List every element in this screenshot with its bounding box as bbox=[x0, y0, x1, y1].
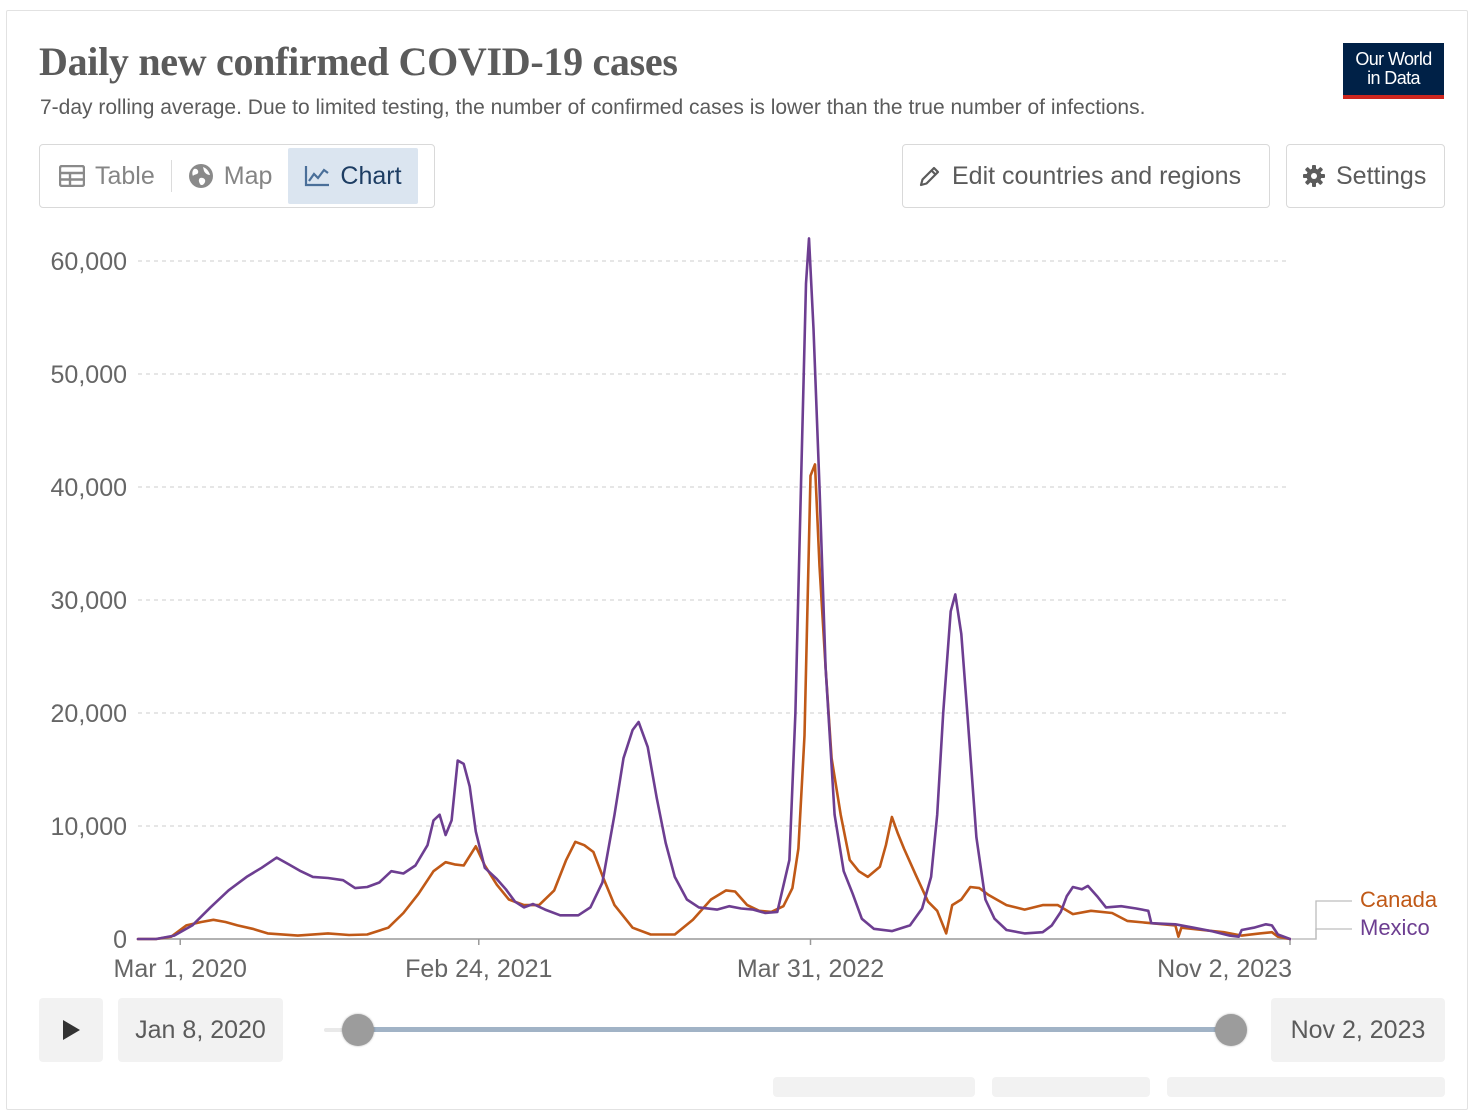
tab-chart-label: Chart bbox=[340, 161, 402, 190]
line-chart-icon bbox=[305, 166, 330, 187]
tab-table-label: Table bbox=[95, 161, 155, 190]
view-tabs: Table Map Chart bbox=[39, 144, 435, 208]
footer-tab[interactable] bbox=[1167, 1077, 1445, 1097]
edit-countries-button[interactable]: Edit countries and regions bbox=[902, 144, 1270, 208]
settings-button[interactable]: Settings bbox=[1286, 144, 1445, 208]
chart-title: Daily new confirmed COVID-19 cases bbox=[39, 39, 678, 84]
legend-label-canada[interactable]: Canada bbox=[1360, 887, 1438, 912]
y-tick-label: 20,000 bbox=[51, 700, 127, 728]
grid-layer bbox=[138, 260, 1290, 827]
footer-tab[interactable] bbox=[773, 1077, 975, 1097]
y-tick-label: 10,000 bbox=[51, 813, 127, 841]
settings-label: Settings bbox=[1336, 161, 1427, 190]
play-button[interactable] bbox=[39, 998, 103, 1062]
line-chart: 0 10,000 20,000 30,000 40,000 50,000 60,000 Mar… bbox=[51, 237, 1438, 983]
x-tick-label: Mar 31, 2022 bbox=[737, 955, 884, 983]
tab-map[interactable]: Map bbox=[172, 148, 289, 204]
y-tick-label: 0 bbox=[113, 926, 127, 954]
globe-icon bbox=[188, 164, 213, 188]
y-tick-label: 40,000 bbox=[51, 474, 127, 502]
series-line-canada[interactable] bbox=[136, 463, 1292, 941]
legend-layer: Canada Mexico bbox=[1292, 887, 1438, 940]
series-line-mexico[interactable] bbox=[136, 237, 1292, 941]
play-icon bbox=[63, 1020, 80, 1040]
legend-connector bbox=[1292, 928, 1352, 940]
tab-map-label: Map bbox=[223, 161, 273, 190]
x-tick-label: Nov 2, 2023 bbox=[1157, 955, 1292, 983]
gear-icon bbox=[1303, 165, 1325, 187]
timeline-range[interactable] bbox=[358, 1027, 1231, 1032]
edit-countries-label: Edit countries and regions bbox=[952, 161, 1242, 190]
x-tick-label: Mar 1, 2020 bbox=[114, 955, 247, 983]
legend-connector bbox=[1292, 900, 1352, 940]
axis-layer: 0 10,000 20,000 30,000 40,000 50,000 60,000 Mar… bbox=[51, 248, 1292, 983]
y-tick-label: 50,000 bbox=[51, 361, 127, 389]
footer-tab[interactable] bbox=[992, 1077, 1150, 1097]
legend-label-mexico[interactable]: Mexico bbox=[1360, 915, 1430, 940]
series-layer bbox=[136, 237, 1292, 941]
chart-subtitle: 7-day rolling average. Due to limited te… bbox=[40, 96, 1146, 119]
timeline-end-handle[interactable] bbox=[1215, 1014, 1247, 1046]
timeline-start-date[interactable]: Jan 8, 2020 bbox=[118, 998, 283, 1062]
tab-table[interactable]: Table bbox=[43, 148, 171, 204]
x-tick-label: Feb 24, 2021 bbox=[405, 955, 552, 983]
logo-line-1: Our World bbox=[1355, 49, 1432, 69]
table-icon bbox=[59, 165, 85, 187]
logo-line-2: in Data bbox=[1367, 68, 1420, 88]
y-tick-label: 60,000 bbox=[51, 248, 127, 276]
tab-divider bbox=[170, 160, 172, 192]
timeline-start-handle[interactable] bbox=[342, 1014, 374, 1046]
timeline-end-date[interactable]: Nov 2, 2023 bbox=[1271, 998, 1445, 1062]
y-tick-label: 30,000 bbox=[51, 587, 127, 615]
pencil-icon bbox=[919, 166, 940, 187]
tab-chart[interactable]: Chart bbox=[288, 148, 418, 204]
owid-logo[interactable]: Our World in Data bbox=[1343, 43, 1444, 99]
